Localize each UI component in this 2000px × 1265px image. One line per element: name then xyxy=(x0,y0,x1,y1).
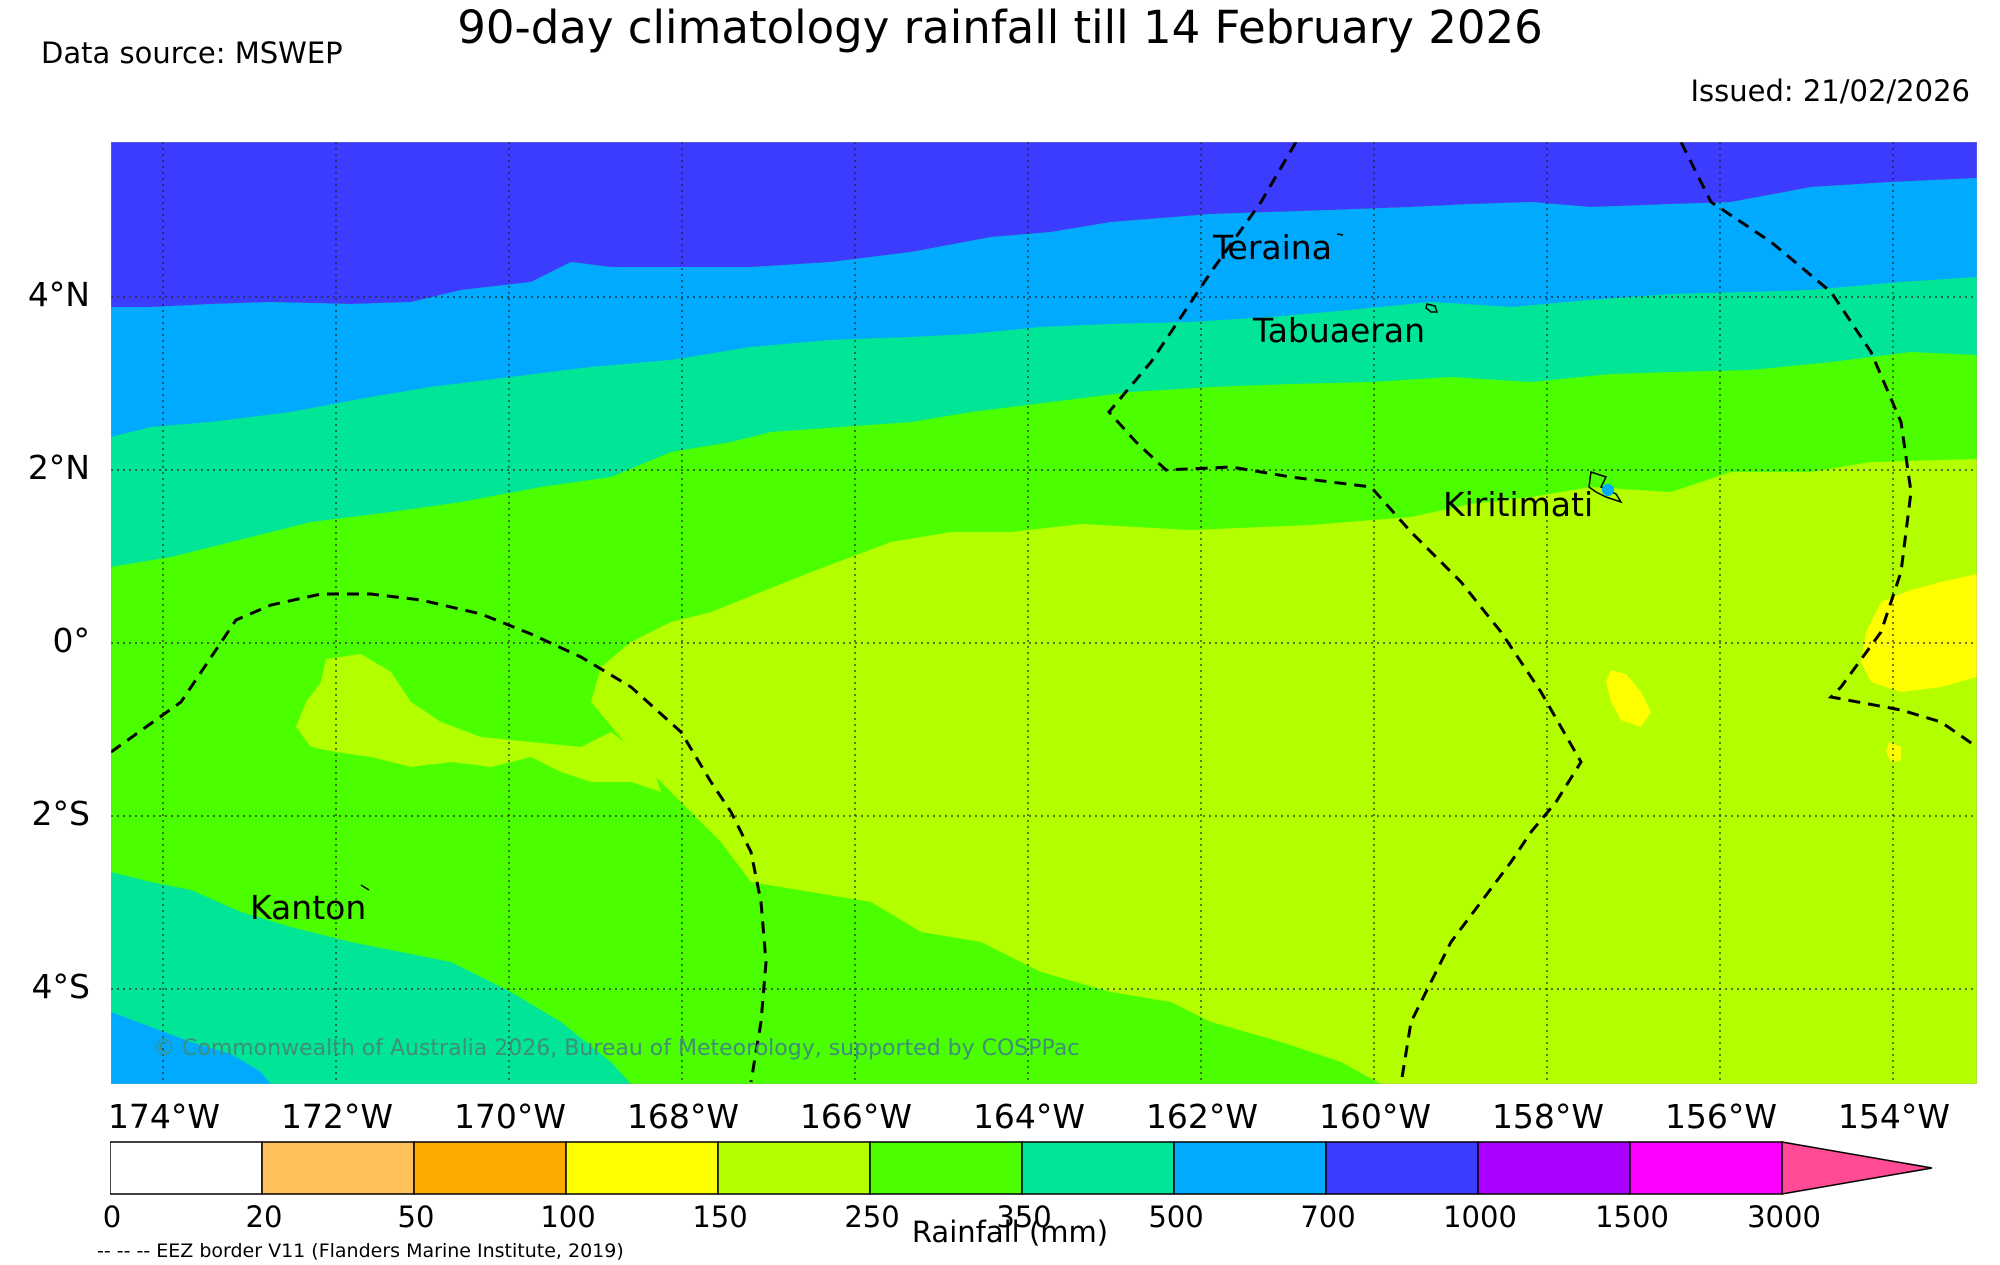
teraina-island xyxy=(1336,233,1344,236)
kanton-island xyxy=(360,884,370,891)
colorbar-label: 1500 xyxy=(1595,1200,1669,1234)
eez-border-note: -- -- -- EEZ border V11 (Flanders Marine… xyxy=(97,1240,624,1262)
rain-band-150-250-west xyxy=(296,654,661,792)
lon-label-162w: 162°W xyxy=(1145,1097,1259,1136)
rainfall-map xyxy=(111,142,1977,1084)
eez-borders xyxy=(111,142,1977,1084)
colorbar-label: 1000 xyxy=(1443,1200,1517,1234)
rain-band-100-150-patch xyxy=(1606,670,1651,727)
colorbar-segment xyxy=(261,1141,415,1195)
lon-label-156w: 156°W xyxy=(1664,1097,1778,1136)
colorbar-label: 3000 xyxy=(1747,1200,1821,1234)
island-outlines xyxy=(360,233,1623,891)
colorbar-label: 100 xyxy=(540,1200,596,1234)
rain-band-350-500-south xyxy=(111,872,631,1084)
colorbar-segment xyxy=(110,1141,263,1195)
place-label-kiritimati: Kiritimati xyxy=(1443,485,1594,524)
colorbar-label: 500 xyxy=(1148,1200,1204,1234)
colorbar-label: 50 xyxy=(397,1200,435,1234)
lat-label-4n: 4°N xyxy=(27,275,90,314)
lon-label-166w: 166°W xyxy=(799,1097,913,1136)
map-title: 90-day climatology rainfall till 14 Febr… xyxy=(457,1,1543,54)
lon-label-172w: 172°W xyxy=(280,1097,394,1136)
rain-band-700-1000 xyxy=(111,142,1977,307)
rain-band-500-700-south xyxy=(111,1012,271,1084)
eez-line-east xyxy=(1679,142,1977,749)
colorbar-label: 20 xyxy=(245,1200,283,1234)
lat-label-2n: 2°N xyxy=(27,448,90,487)
copyright-notice: © Commonwealth of Australia 2026, Bureau… xyxy=(153,1036,1080,1061)
colorbar-segment xyxy=(1477,1141,1631,1195)
colorbar-segment xyxy=(565,1141,719,1195)
colorbar-label: 700 xyxy=(1300,1200,1356,1234)
place-label-kanton: Kanton xyxy=(250,888,367,927)
place-label-tabuaeran: Tabuaeran xyxy=(1253,311,1426,350)
lon-label-154w: 154°W xyxy=(1837,1097,1951,1136)
data-source-label: Data source: MSWEP xyxy=(41,36,343,70)
colorbar-label: 150 xyxy=(692,1200,748,1234)
map-grid xyxy=(111,142,1977,1084)
colorbar-label: 250 xyxy=(844,1200,900,1234)
rain-band-150-250 xyxy=(591,459,1977,1084)
eez-line-gilbert-phoenix xyxy=(111,592,768,1083)
tabuaeran-island xyxy=(1425,303,1439,313)
colorbar-segment xyxy=(1021,1141,1175,1195)
colorbar-extend-arrow xyxy=(1781,1141,1933,1195)
rain-band-100-150-dot xyxy=(1886,742,1901,762)
lon-label-170w: 170°W xyxy=(453,1097,567,1136)
lat-label-0: 0° xyxy=(52,621,91,660)
colorbar-segment xyxy=(1629,1141,1783,1195)
rain-band-500-700 xyxy=(111,178,1977,437)
colorbar-label: 350 xyxy=(996,1200,1052,1234)
kiritimati-lagoon xyxy=(1602,484,1614,496)
colorbar-segment xyxy=(413,1141,567,1195)
lon-label-174w: 174°W xyxy=(107,1097,221,1136)
colorbar-segment xyxy=(869,1141,1023,1195)
lat-label-4s: 4°S xyxy=(31,967,90,1006)
colorbar xyxy=(110,1141,1933,1195)
colorbar-label: 0 xyxy=(102,1200,122,1234)
colorbar-segment xyxy=(1173,1141,1327,1195)
lon-label-158w: 158°W xyxy=(1491,1097,1605,1136)
place-label-teraina: Teraina xyxy=(1213,228,1332,267)
lon-label-160w: 160°W xyxy=(1318,1097,1432,1136)
kiritimati-island xyxy=(1588,471,1623,504)
lat-label-2s: 2°S xyxy=(31,794,90,833)
lon-label-168w: 168°W xyxy=(626,1097,740,1136)
issued-date: Issued: 21/02/2026 xyxy=(1690,74,1970,108)
colorbar-segment xyxy=(1325,1141,1479,1195)
lon-label-164w: 164°W xyxy=(972,1097,1086,1136)
rain-band-350-500-north xyxy=(111,277,1977,567)
colorbar-unit-label: Rainfall (mm) xyxy=(911,1215,1109,1249)
eez-line-line-islands xyxy=(1107,142,1583,1084)
colorbar-segment xyxy=(717,1141,871,1195)
